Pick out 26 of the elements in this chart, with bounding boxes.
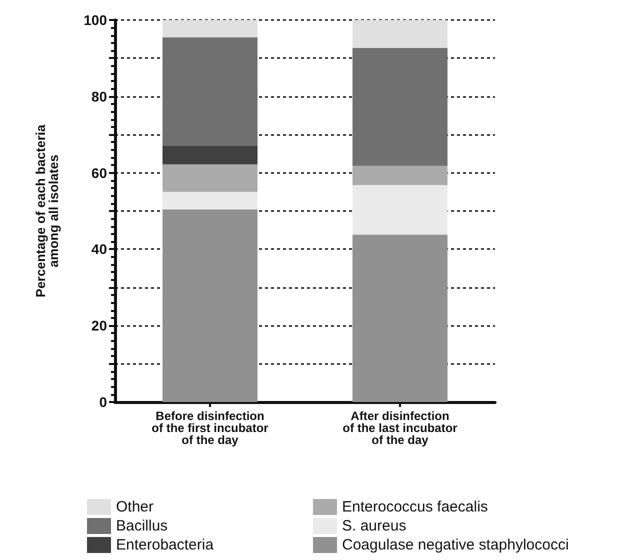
bar — [162, 20, 258, 38]
bar — [162, 146, 258, 164]
y-tick-label: 0 — [99, 394, 108, 410]
bar — [352, 20, 448, 48]
y-tick-label: 80 — [91, 88, 108, 104]
legend-label: Other — [116, 498, 154, 516]
x-tick-label: After disinfection of the last incubator of the day — [342, 409, 458, 447]
bar — [162, 192, 258, 210]
bar — [162, 209, 258, 402]
bar — [352, 185, 448, 235]
y-tick-label: 100 — [84, 12, 108, 28]
y-axis-title: Percentage of each bacteria among all isolates — [33, 124, 61, 298]
y-tick-label: 40 — [91, 241, 108, 258]
legend-label: Coagulase negative staphylococci — [342, 536, 569, 554]
bar — [162, 37, 258, 146]
bar — [352, 166, 448, 186]
legend-label: S. aureus — [342, 518, 406, 534]
y-tick-label: 60 — [91, 164, 108, 181]
bar — [352, 48, 448, 166]
legend-label: Enterococcus faecalis — [342, 498, 488, 516]
y-tick-label: 20 — [91, 318, 108, 334]
bar — [162, 164, 258, 192]
bar — [352, 234, 448, 402]
legend-label: Enterobacteria — [116, 536, 214, 554]
legend-label: Bacillus — [116, 518, 168, 534]
x-tick-label: Before disinfection of the first incubator of the day — [152, 409, 269, 447]
